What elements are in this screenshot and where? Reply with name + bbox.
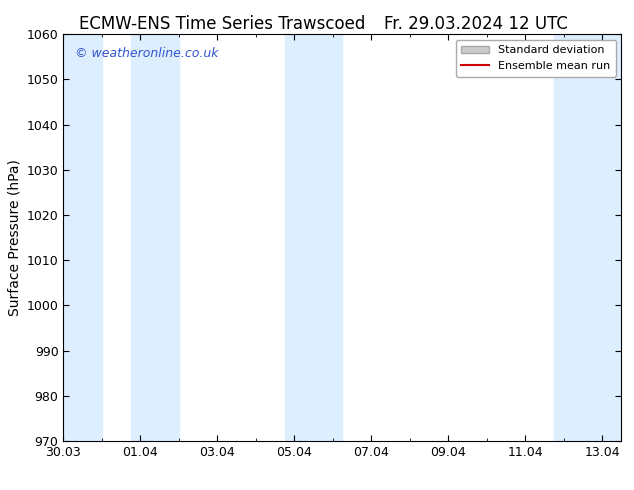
Bar — [285, 34, 342, 441]
Text: © weatheronline.co.uk: © weatheronline.co.uk — [75, 47, 218, 59]
Legend: Standard deviation, Ensemble mean run: Standard deviation, Ensemble mean run — [456, 40, 616, 76]
Text: Fr. 29.03.2024 12 UTC: Fr. 29.03.2024 12 UTC — [384, 15, 567, 33]
Y-axis label: Surface Pressure (hPa): Surface Pressure (hPa) — [7, 159, 21, 316]
Bar — [554, 34, 621, 441]
Bar — [131, 34, 179, 441]
Text: ECMW-ENS Time Series Trawscoed: ECMW-ENS Time Series Trawscoed — [79, 15, 365, 33]
Bar — [54, 34, 102, 441]
